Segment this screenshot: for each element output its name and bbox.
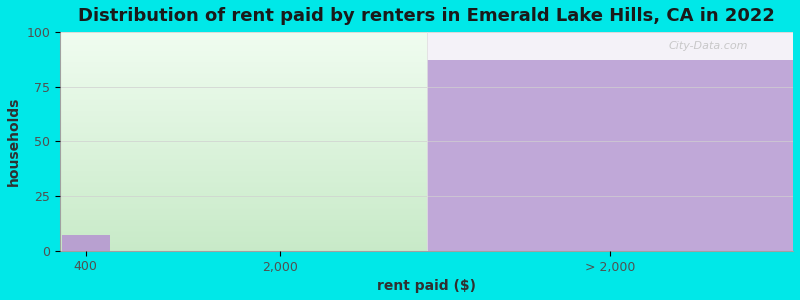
- Y-axis label: households: households: [7, 97, 21, 186]
- Text: City-Data.com: City-Data.com: [669, 41, 748, 51]
- Bar: [62, 236, 110, 251]
- X-axis label: rent paid ($): rent paid ($): [377, 279, 476, 293]
- Title: Distribution of rent paid by renters in Emerald Lake Hills, CA in 2022: Distribution of rent paid by renters in …: [78, 7, 775, 25]
